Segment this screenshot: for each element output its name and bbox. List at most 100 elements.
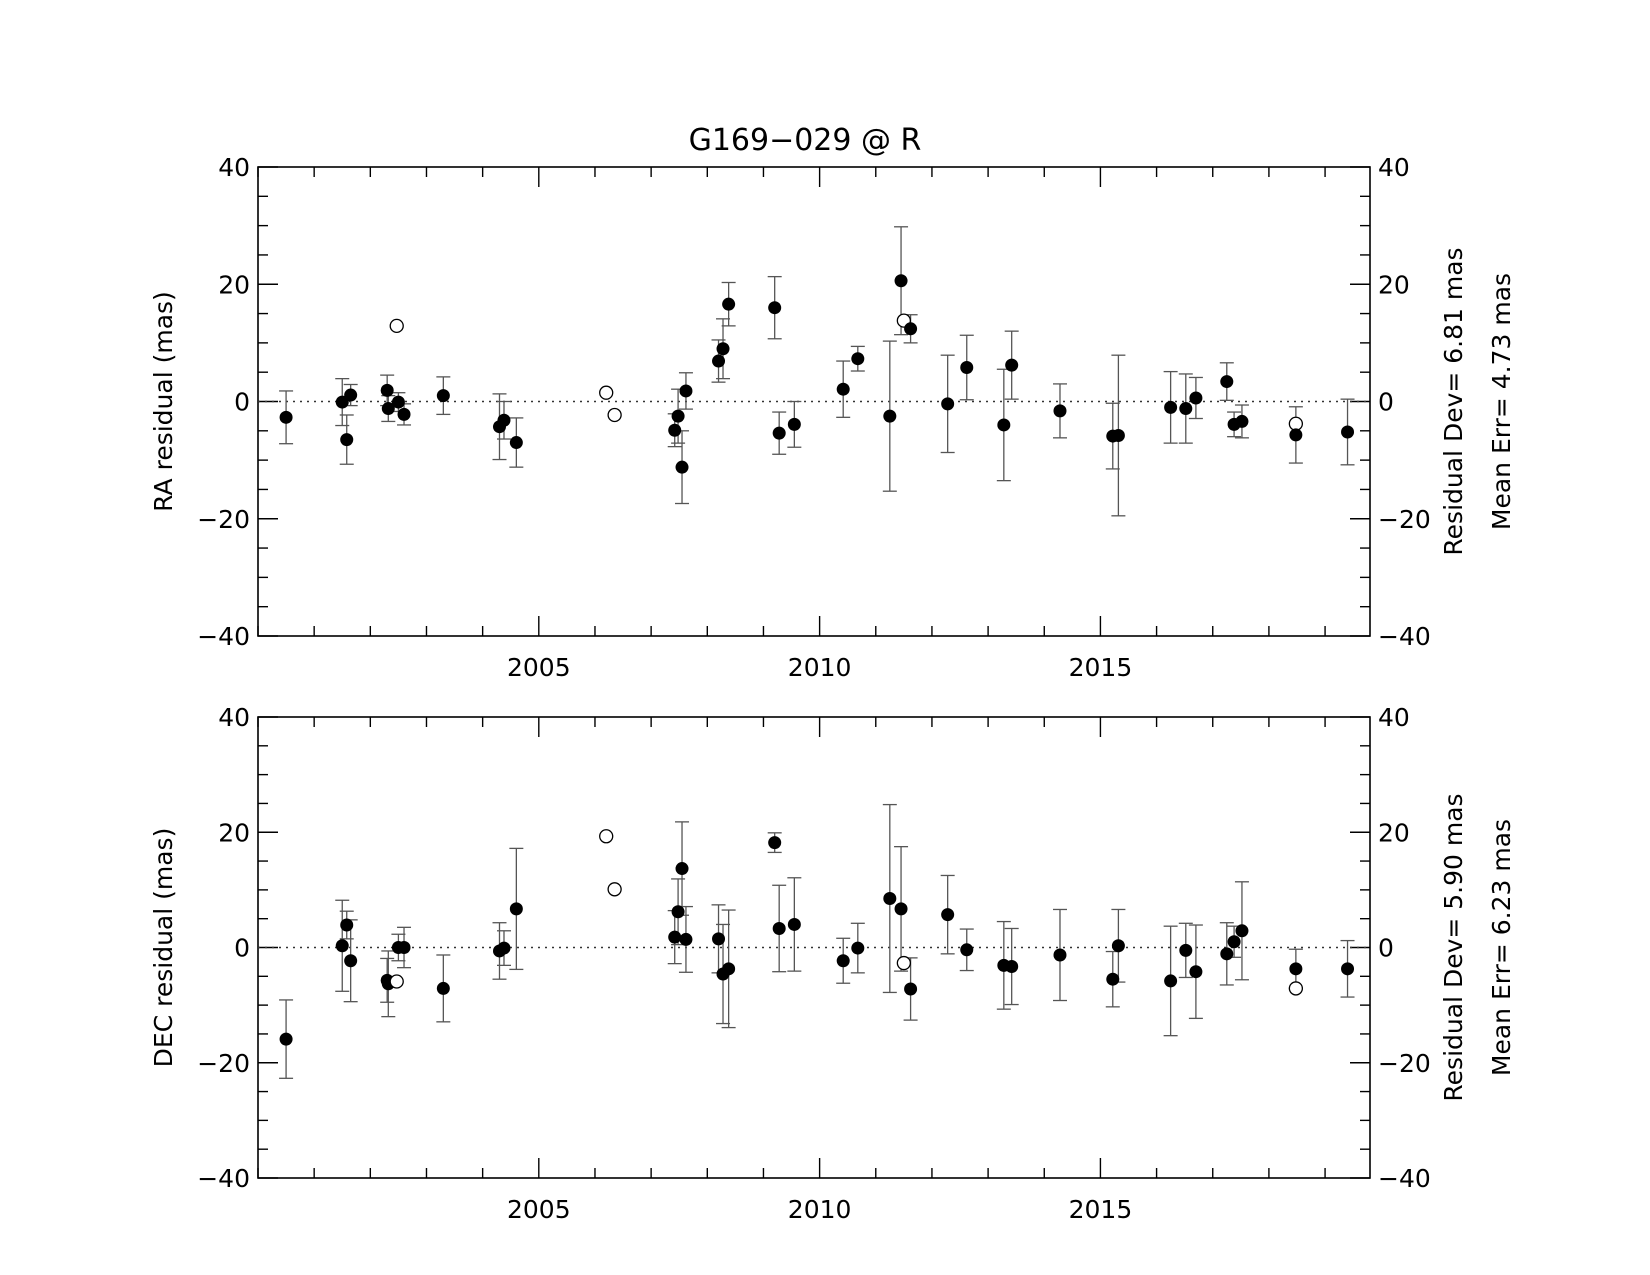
data-point [671, 905, 685, 919]
data-point [787, 417, 801, 431]
data-point [1220, 947, 1234, 961]
data-point [279, 410, 293, 424]
data-point [722, 962, 736, 976]
data-point [1289, 962, 1303, 976]
data-point [904, 982, 918, 996]
data-point [1164, 974, 1178, 988]
data-point [668, 930, 682, 944]
data-point [497, 413, 511, 427]
data-point [883, 892, 897, 906]
data-point [787, 917, 801, 931]
y-tick-label-left: 0 [234, 388, 250, 417]
y-tick-label-right: 0 [1378, 934, 1394, 963]
data-point [1111, 939, 1125, 953]
x-tick-label: 2005 [507, 1195, 571, 1224]
x-tick-label: 2005 [507, 653, 571, 682]
data-point [1164, 400, 1178, 414]
data-point [436, 981, 450, 995]
y-tick-label-right: 40 [1378, 153, 1410, 182]
data-point [509, 902, 523, 916]
x-tick-label: 2010 [788, 653, 852, 682]
data-point [722, 297, 736, 311]
y-tick-label-right: −20 [1378, 1049, 1431, 1078]
rejected-data-point [389, 974, 404, 989]
residual-dev-text: Residual Dev= 5.90 mas [1439, 793, 1468, 1101]
data-point [671, 409, 685, 423]
rejected-data-point [599, 385, 614, 400]
data-point [679, 384, 693, 398]
data-point [772, 921, 786, 935]
data-point [397, 407, 411, 421]
data-point [997, 418, 1011, 432]
data-point [712, 354, 726, 368]
y-tick-label-right: 40 [1378, 703, 1410, 732]
data-point [1220, 375, 1234, 389]
data-point [1179, 402, 1193, 416]
x-tick-label: 2010 [788, 1195, 852, 1224]
y-tick-label-right: 20 [1378, 270, 1410, 299]
data-point [344, 388, 358, 402]
rejected-data-point [389, 318, 404, 334]
data-point [768, 301, 782, 315]
x-tick-label: 2015 [1069, 1195, 1133, 1224]
y-tick-label-right: 0 [1378, 388, 1394, 417]
y-axis-label: DEC residual (mas) [149, 828, 178, 1068]
data-point [941, 908, 955, 922]
data-point [772, 426, 786, 440]
y-tick-label-left: 20 [218, 270, 250, 299]
y-tick-label-left: 40 [218, 703, 250, 732]
rejected-data-point [896, 955, 912, 971]
y-tick-label-left: 20 [218, 818, 250, 847]
y-axis-label: RA residual (mas) [149, 291, 178, 512]
data-point [391, 395, 405, 409]
data-point [1111, 429, 1125, 443]
data-point [397, 941, 411, 954]
data-point [380, 383, 394, 397]
y-tick-label-right: −40 [1378, 1164, 1431, 1193]
data-point [509, 436, 523, 450]
rejected-data-point [599, 829, 614, 844]
residual-dev-text: Residual Dev= 6.81 mas [1439, 247, 1468, 555]
data-point [894, 274, 908, 288]
y-tick-label-left: −40 [197, 622, 250, 651]
data-point [497, 941, 511, 955]
data-point [340, 433, 354, 447]
y-tick-label-right: −40 [1378, 622, 1431, 651]
data-point [675, 460, 689, 474]
data-point [851, 352, 865, 366]
data-point [1227, 935, 1241, 949]
data-point [716, 342, 730, 356]
ra-residual-panel: 2005 2010 2015 −40 −40 −20 −20 0 0 20 20 40 40 RA res… [149, 153, 1516, 682]
data-point [1189, 965, 1203, 979]
data-point [960, 360, 974, 374]
mean-err-text: Mean Err= 4.73 mas [1487, 273, 1516, 530]
data-point [1053, 404, 1067, 418]
y-tick-label-left: 0 [234, 934, 250, 963]
rejected-data-point [607, 882, 622, 897]
y-tick-label-left: −20 [197, 505, 250, 534]
data-point [1179, 943, 1193, 957]
data-point [335, 939, 349, 953]
rejected-data-point [1288, 416, 1304, 431]
data-point [1341, 425, 1355, 439]
data-point [679, 932, 693, 946]
data-point [1005, 960, 1019, 974]
data-point [941, 397, 955, 411]
data-point [279, 1032, 293, 1046]
y-tick-label-left: −40 [197, 1164, 250, 1193]
mean-err-text: Mean Err= 6.23 mas [1487, 819, 1516, 1076]
chart-title: G169−029 @ R [689, 123, 922, 158]
data-point [851, 941, 865, 955]
data-point [1106, 972, 1120, 986]
y-tick-label-left: 40 [218, 153, 250, 182]
data-point [960, 943, 974, 957]
data-point [675, 862, 689, 876]
data-point [1341, 962, 1355, 976]
y-tick-label-left: −20 [197, 1049, 250, 1078]
dec-residual-panel: 2005 2010 2015 −40 −40 −20 −20 0 0 20 20 40 40 DEC re… [149, 703, 1516, 1224]
data-point [883, 409, 897, 423]
x-tick-label: 2015 [1069, 653, 1133, 682]
data-point [712, 932, 726, 946]
data-point [1289, 428, 1303, 442]
